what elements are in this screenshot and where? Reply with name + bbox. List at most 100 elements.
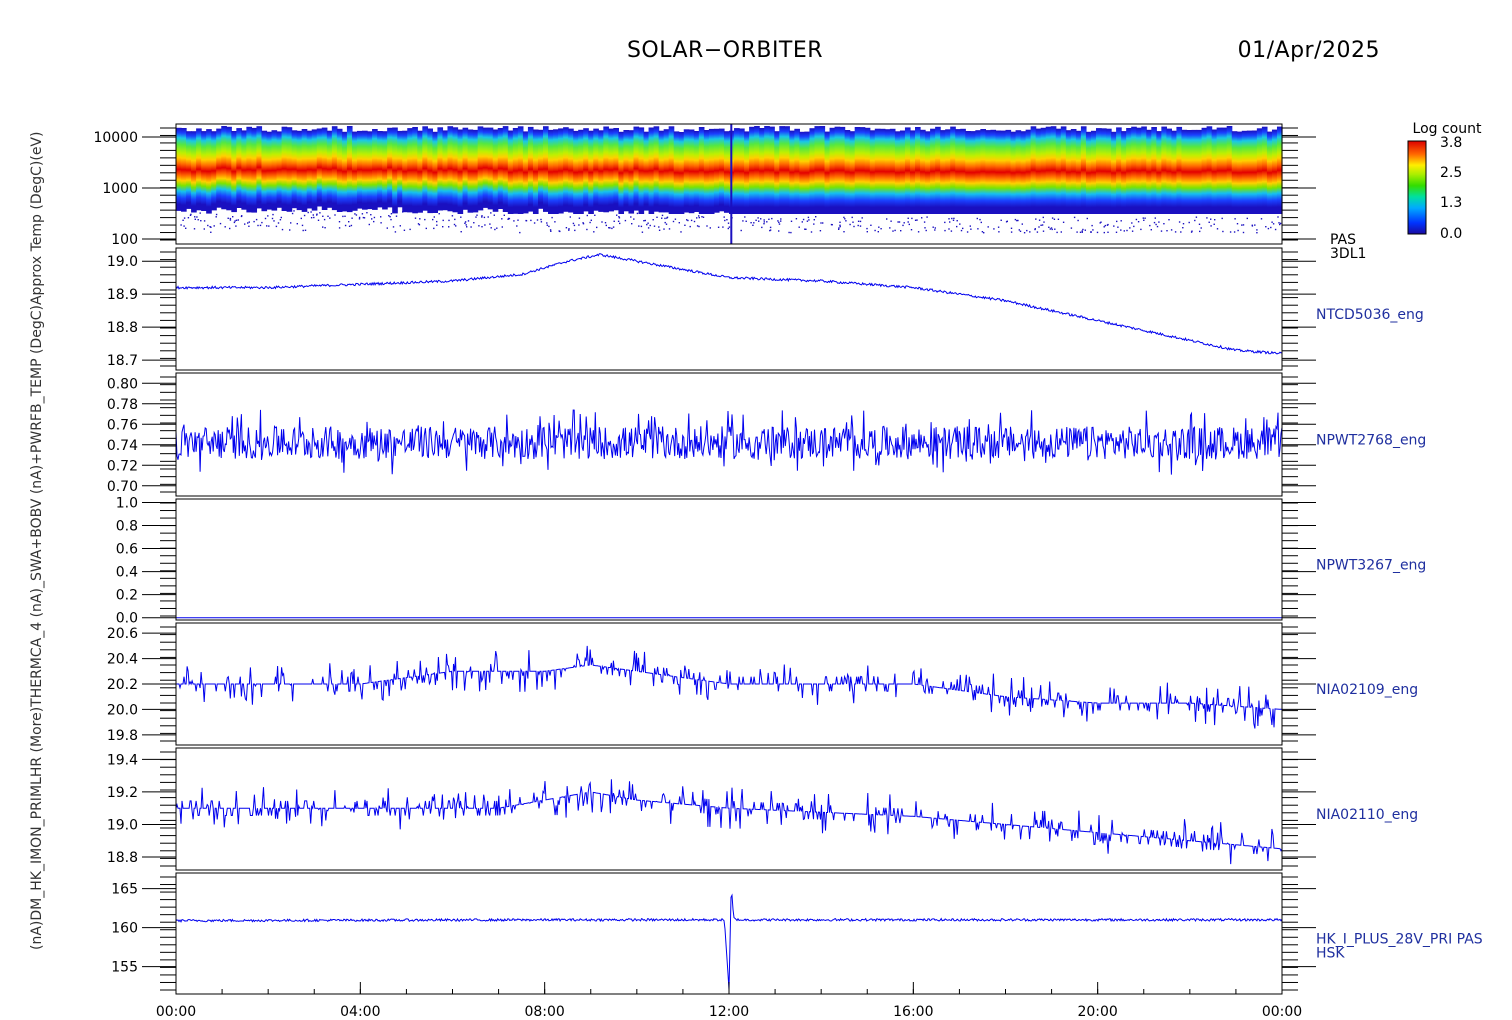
spectrogram-speck	[279, 219, 282, 221]
spectrogram-column	[764, 126, 770, 214]
spectrogram-speck	[1200, 227, 1202, 229]
spectrogram-column	[1171, 130, 1178, 214]
spectrogram-speck	[215, 213, 218, 216]
spectrogram-speck	[690, 219, 693, 222]
spectrogram-speck	[1278, 222, 1280, 224]
spectrogram-speck	[1036, 231, 1039, 233]
spectrogram-speck	[693, 220, 696, 223]
spectrogram-speck	[574, 229, 576, 232]
spectrogram-speck	[386, 227, 388, 229]
spectrogram-speck	[612, 226, 615, 228]
spectrogram-speck	[652, 219, 654, 221]
spectrogram-speck	[966, 231, 969, 233]
spectrogram-speck	[1019, 230, 1022, 232]
series-line	[175, 409, 1283, 475]
spectrogram-speck	[1113, 225, 1115, 227]
spectrogram-column	[739, 128, 745, 214]
spectrogram-column	[1040, 127, 1047, 214]
spectrogram-speck	[1178, 221, 1181, 223]
spectrogram-speck	[540, 221, 543, 223]
spectrogram-speck	[898, 221, 901, 223]
spectrogram-speck	[724, 219, 726, 222]
spectrogram-speck	[808, 219, 810, 221]
spectrogram-speck	[487, 216, 489, 218]
spectrogram-speck	[516, 225, 518, 227]
spectrogram-speck	[259, 224, 262, 227]
spectrogram-speck	[594, 214, 596, 216]
spectrogram-column	[744, 131, 750, 214]
spectrogram-column	[432, 131, 439, 213]
spectrogram-speck	[496, 227, 498, 229]
spectrogram-column	[316, 128, 323, 207]
spectrogram-column	[653, 126, 660, 212]
y-tick-label: 0.4	[116, 565, 138, 581]
spectrogram-speck	[753, 222, 755, 224]
spectrogram-column	[1151, 127, 1157, 214]
spectrogram-column	[723, 131, 730, 213]
spectrogram-column	[623, 130, 630, 212]
spectrogram-speck	[857, 220, 860, 222]
spectrogram-speck	[780, 218, 782, 220]
spectrogram-column	[663, 129, 670, 213]
spectrogram-speck	[1014, 218, 1017, 221]
spectrogram-column	[884, 129, 891, 214]
spectrogram-speck	[1054, 228, 1056, 230]
spectrogram-speck	[757, 217, 759, 219]
spectrogram-speck	[1208, 221, 1210, 223]
spectrogram-column	[301, 129, 308, 212]
panel-npwt3267-eng: 1.0 0.8 0.6 0.4 0.2 0.0 NPWT3267_eng	[116, 495, 1427, 626]
spectrogram-column	[925, 131, 931, 214]
spectrogram-speck	[1034, 228, 1036, 230]
spectrogram-column	[281, 126, 288, 211]
y-tick-label: 1000	[102, 181, 138, 197]
spectrogram-speck	[316, 213, 318, 215]
spectrogram-column	[422, 126, 428, 211]
spectrogram-speck	[1279, 223, 1281, 226]
spectrogram-column	[874, 128, 881, 214]
spectrogram-speck	[1016, 219, 1018, 222]
spectrogram-speck	[664, 217, 666, 220]
spectrogram-column	[638, 127, 645, 214]
spectrogram-speck	[902, 224, 904, 227]
spectrogram-column	[246, 126, 253, 213]
spectrogram-speck	[861, 217, 863, 219]
spectrogram-speck	[425, 227, 427, 230]
spectrogram-speck	[866, 231, 868, 233]
spectrogram-speck	[322, 215, 324, 217]
spectrogram-speck	[1043, 221, 1045, 223]
spectrogram-column	[1251, 130, 1258, 214]
spectrogram-speck	[380, 216, 382, 218]
spectrogram-speck	[1256, 229, 1258, 231]
spectrogram-speck	[1265, 226, 1267, 228]
spectrogram-column	[814, 126, 821, 214]
spectrogram-speck	[820, 222, 822, 224]
spectrogram-speck	[777, 220, 779, 222]
spectrogram-speck	[237, 219, 239, 221]
spectrogram-speck	[559, 230, 561, 233]
spectrogram-speck	[1035, 218, 1037, 220]
spectrogram-speck	[291, 212, 294, 215]
spectrogram-speck	[689, 225, 691, 228]
spectrogram-speck	[686, 219, 688, 221]
spectrogram-speck	[1051, 217, 1054, 219]
spectrogram	[176, 124, 1283, 244]
spectrogram-speck	[605, 224, 607, 227]
spectrogram-speck	[590, 219, 592, 221]
spectrogram-column	[809, 128, 816, 214]
spectrogram-speck	[344, 215, 346, 217]
spectrogram-speck	[640, 225, 643, 228]
spectrogram-column	[532, 129, 539, 214]
spectrogram-speck	[878, 226, 880, 228]
spectrogram-speck	[706, 225, 708, 227]
spectrogram-speck	[1082, 228, 1084, 231]
spectrogram-speck	[698, 225, 700, 228]
spectrogram-column	[452, 127, 459, 213]
spectrogram-speck	[801, 221, 803, 223]
spectrogram-speck	[641, 231, 644, 233]
spectrogram-speck	[722, 226, 724, 228]
spectrogram-column	[271, 130, 278, 211]
spectrogram-column	[648, 127, 655, 214]
spectrogram-speck	[976, 217, 978, 220]
spectrogram-column	[1005, 129, 1012, 214]
spectrogram-speck	[1140, 228, 1142, 231]
